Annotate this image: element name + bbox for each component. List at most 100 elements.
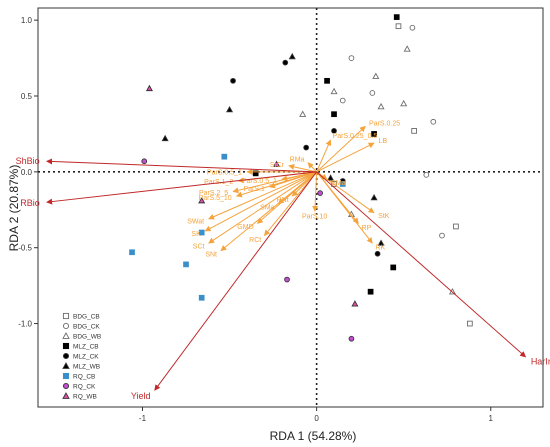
x-tick-label: 0 [314, 414, 319, 423]
sample-point [348, 55, 355, 61]
sample-point [348, 335, 355, 342]
arrow-line [46, 171, 317, 205]
sample-point [330, 87, 338, 95]
sample-point [393, 14, 400, 20]
legend-key [62, 332, 70, 339]
arrow-line [316, 171, 375, 214]
sample-point [367, 288, 374, 295]
sample-point [390, 264, 397, 271]
arrow-label: SWat [187, 218, 204, 225]
sample-point [129, 249, 135, 256]
reference-lines [38, 8, 543, 407]
sample-point [467, 320, 473, 327]
sample-point [141, 158, 148, 165]
sample-point [411, 128, 417, 134]
arrow-line [316, 139, 332, 173]
arrow-label: ParS.2_5 [199, 190, 228, 197]
sample-point [198, 294, 205, 301]
x-axis-label: RDA 1 (54.28%) [270, 429, 357, 443]
sample-point [339, 97, 346, 104]
arrow-label: StK [378, 213, 390, 220]
arrow-label: RK [375, 245, 385, 252]
arrow-label: SMa [331, 180, 346, 187]
arrow-label: ParS.5_10 [199, 195, 232, 202]
arrow-label: SMa [260, 204, 275, 211]
arrow-label: GMD [237, 224, 253, 231]
sample-point [273, 160, 281, 167]
legend-label: RQ_WB [73, 393, 97, 400]
sample-point [221, 153, 228, 160]
sample-point [371, 131, 377, 137]
arrow-label: ParS.10 [302, 214, 327, 221]
arrow-line [307, 162, 317, 173]
arrow-line [46, 158, 317, 173]
sample-point [161, 134, 169, 142]
arrow-line [263, 171, 318, 237]
sample-point [331, 181, 337, 187]
sample-point [339, 181, 346, 187]
sample-point [395, 23, 402, 30]
legend-key [62, 312, 70, 320]
x-tick-label: 1 [489, 414, 494, 423]
explanatory-arrows: ParS.0.25 ParS.0.25_0.5LB RMa StCr SMa StK RP R… [187, 120, 400, 258]
sample-point [230, 77, 236, 84]
sample-point [372, 72, 380, 79]
legend: BDG_CB BDG_CK BDG_WB MLZ_CB MLZ_CK MLZ_WB RQ_C… [62, 312, 101, 400]
y-tick-label: 0.5 [21, 92, 33, 101]
arrow-line [204, 171, 317, 232]
arrow-line [316, 171, 373, 244]
arrow-line [208, 171, 317, 220]
y-tick-label: 0.0 [21, 168, 33, 177]
sample-point [439, 232, 445, 239]
sample-point [288, 52, 296, 60]
legend-label: RQ_CB [73, 373, 95, 380]
sample-point [400, 99, 408, 107]
sample-point [331, 128, 337, 134]
sample-point [252, 170, 259, 177]
legend-key [62, 342, 70, 350]
sample-point [377, 102, 385, 110]
arrow-label: StCr [270, 162, 285, 169]
arrow-line [316, 171, 527, 358]
arrow-line [312, 171, 319, 212]
legend-key [62, 322, 70, 330]
sample-point [282, 59, 289, 66]
arrow-line [316, 125, 366, 173]
sample-point [369, 90, 376, 96]
sample-point [299, 110, 307, 117]
arrow-label: RNt [277, 197, 289, 204]
arrow-label: SCt [193, 243, 205, 250]
arrow-line [208, 171, 317, 244]
arrow-line [288, 163, 317, 173]
arrow-label: HarInd [531, 357, 550, 367]
sample-point [377, 239, 385, 246]
sample-point [423, 172, 430, 178]
arrow-line [316, 142, 375, 173]
arrow-label: RBio [20, 198, 40, 208]
arrow-label: ParS.0.25 [369, 120, 400, 127]
axes: -1 0 1 1.0 0.5 0.0 -0.5 -1.0 [18, 16, 493, 423]
legend-key [62, 382, 70, 390]
arrow-label: RP [362, 225, 372, 232]
legend-label: MLZ_WB [73, 363, 100, 370]
y-axis-label: RDA 2 (20.87%) [7, 165, 21, 252]
sample-point [198, 196, 206, 204]
legend-label: MLZ_CK [73, 353, 99, 360]
sample-point [145, 84, 153, 92]
sample-point [327, 174, 335, 181]
sample-point [183, 261, 189, 268]
sample-point [226, 105, 234, 113]
arrow-label: ParS.1 [243, 186, 265, 193]
legend-key [62, 372, 70, 380]
arrow-label: RCt [249, 237, 261, 244]
legend-label: BDG_CB [73, 313, 100, 320]
arrow-label: ParS.0.5_1 [207, 169, 242, 176]
arrow-label: SK [191, 231, 201, 238]
y-tick-label: -1.0 [18, 320, 32, 329]
arrow-line [281, 171, 317, 182]
sample-point [403, 45, 411, 52]
x-tick-label: -1 [139, 414, 147, 423]
sample-point [317, 190, 323, 196]
y-tick-label: -0.5 [18, 244, 32, 253]
